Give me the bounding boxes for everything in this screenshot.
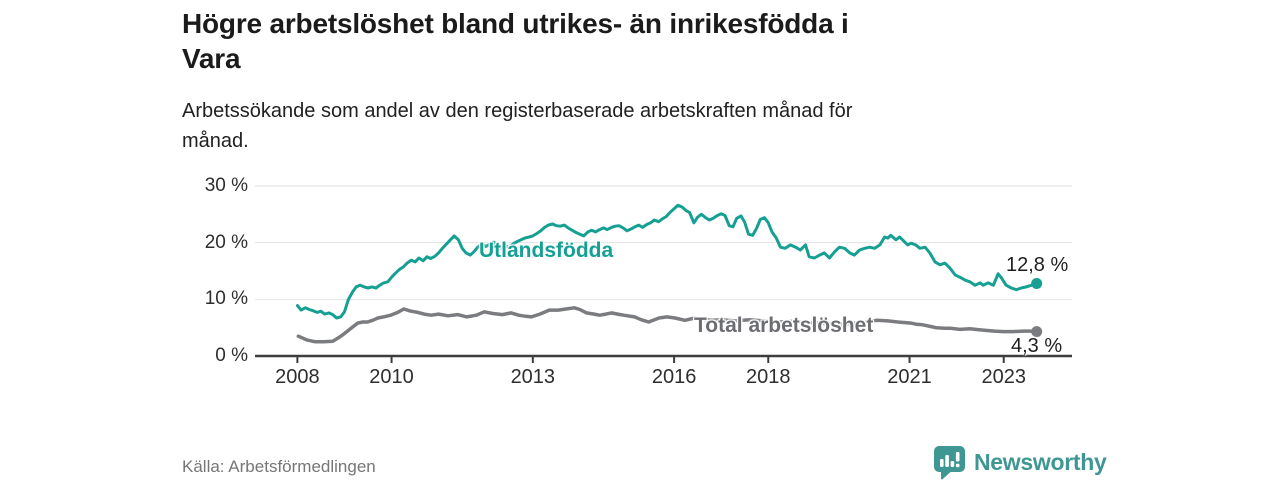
- line-total: [296, 306, 1039, 344]
- series-label-total: Total arbetslöshet: [694, 314, 874, 337]
- title-line-2: Vara: [182, 43, 241, 74]
- end-value-label-utlandsfodda: 12,8 %: [1006, 254, 1069, 276]
- end-value-label-total: 4,3 %: [1011, 335, 1063, 357]
- title-line-1: Högre arbetslöshet bland utrikes- än inr…: [182, 8, 849, 39]
- subtitle-line-1: Arbetssökande som andel av den registerb…: [182, 100, 853, 122]
- x-axis-label-2021: 2021: [887, 366, 932, 388]
- x-axis-label-2010: 2010: [369, 366, 414, 388]
- newsworthy-logo: Newsworthy: [933, 445, 1107, 480]
- end-dot-total: [1031, 326, 1043, 338]
- x-axis-label-2008: 2008: [275, 366, 320, 388]
- series-label-utlandsfodda: Utlandsfödda: [479, 239, 614, 262]
- x-axis-label-2023: 2023: [981, 366, 1026, 388]
- subtitle-line-2: månad.: [182, 130, 249, 152]
- source-note: Källa: Arbetsförmedlingen: [182, 457, 376, 476]
- x-axis-label-2016: 2016: [651, 366, 697, 388]
- y-axis-label-20: 20 %: [204, 231, 248, 253]
- y-axis-label-0: 0 %: [215, 345, 248, 366]
- newsworthy-bar-chart-pin-icon: [934, 446, 965, 480]
- x-axis-label-2013: 2013: [510, 366, 556, 388]
- end-dot-utlandsfodda: [1031, 277, 1043, 289]
- x-axis-label-2018: 2018: [746, 366, 791, 388]
- line-utlandsfodda: [295, 203, 1039, 320]
- chart-subtitle: Arbetssökande som andel av den registerb…: [182, 96, 1082, 156]
- newsworthy-wordmark: Newsworthy: [974, 449, 1107, 475]
- page-title: Högre arbetslöshet bland utrikes- än inr…: [182, 6, 1082, 76]
- y-axis-label-10: 10 %: [204, 288, 248, 310]
- y-axis-label-30: 30 %: [204, 175, 248, 196]
